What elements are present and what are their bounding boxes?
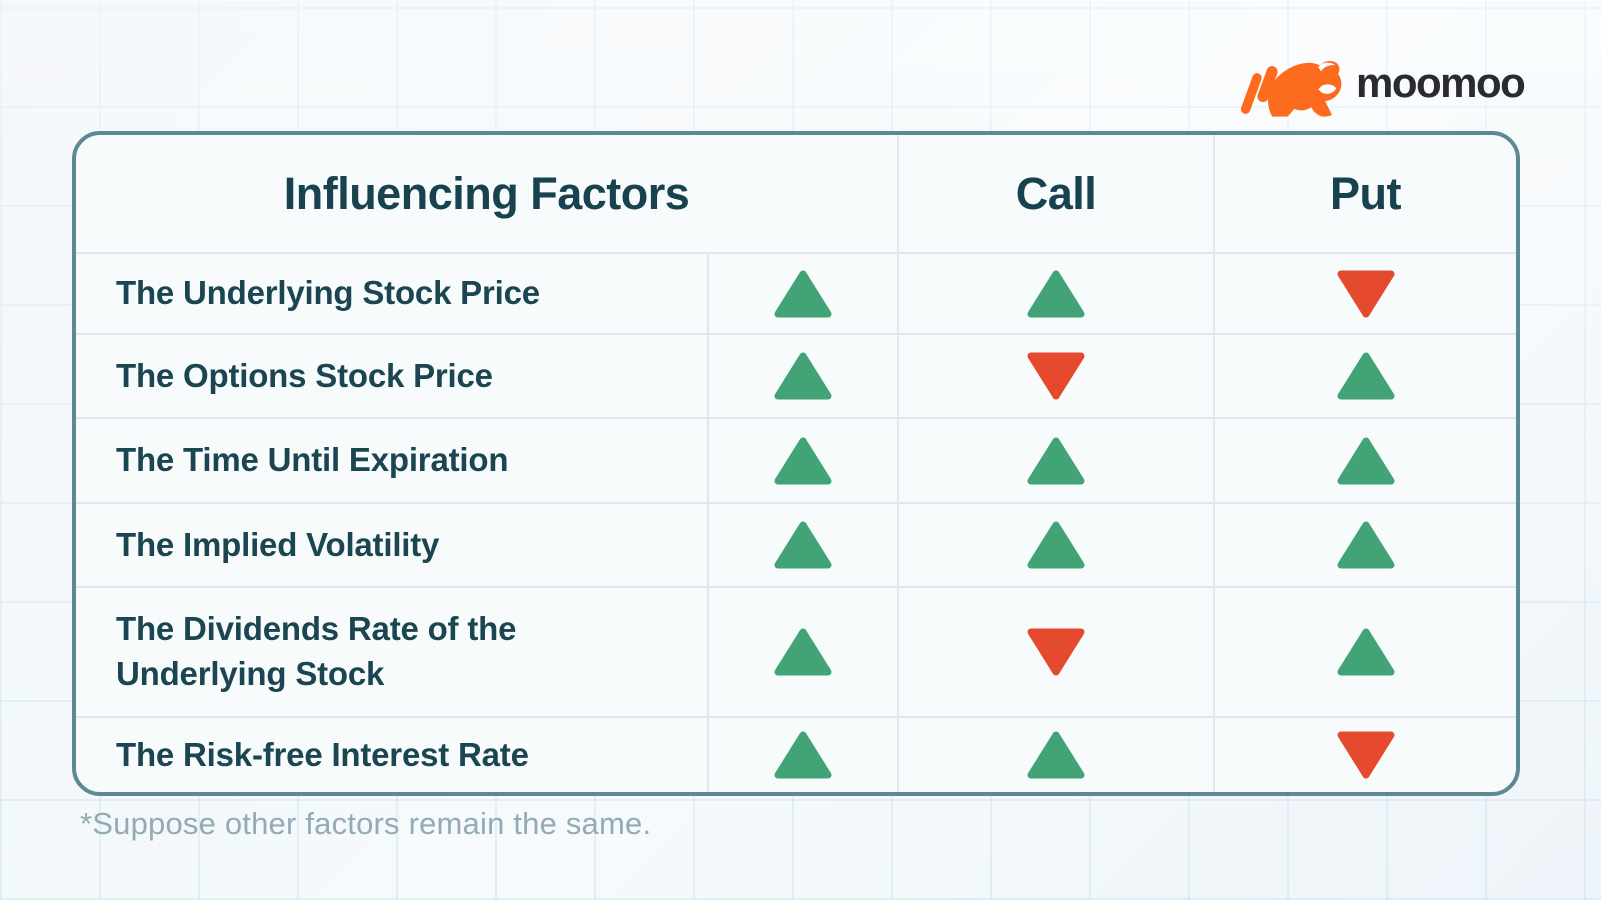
trend-arrow-icon [774,731,832,779]
brand-wordmark: moomoo [1356,59,1526,106]
footnote: *Suppose other factors remain the same. [80,806,652,841]
put-trend-cell [1213,252,1516,333]
trend-arrow-icon [1337,628,1395,676]
header-influencing-factors-label: Influencing Factors [283,167,690,219]
call-trend-cell [897,333,1213,417]
trend-arrow-icon [1027,628,1085,676]
factor-trend-cell [707,502,897,586]
influencing-factors-table: Influencing Factors Call Put The Underly… [72,131,1520,796]
put-trend-cell [1213,716,1516,792]
trend-arrow-icon [1027,521,1085,569]
trend-arrow-icon [774,437,832,485]
trend-arrow-icon [774,628,832,676]
header-call-label: Call [1015,167,1097,219]
trend-arrow-icon [774,352,832,400]
factor-cell: The Dividends Rate of the Underlying Sto… [76,586,707,716]
factor-cell: The Time Until Expiration [76,417,707,502]
trend-arrow-icon [1337,521,1395,569]
header-influencing-factors: Influencing Factors [76,135,897,252]
call-trend-cell [897,252,1213,333]
factor-trend-cell [707,252,897,333]
trend-arrow-icon [774,521,832,569]
factor-trend-cell [707,586,897,716]
factor-cell: The Risk-free Interest Rate [76,716,707,792]
call-trend-cell [897,716,1213,792]
header-put: Put [1213,135,1516,252]
put-trend-cell [1213,417,1516,502]
moomoo-logo: moomoo [1238,50,1526,120]
factor-cell: The Underlying Stock Price [76,252,707,333]
factor-trend-cell [707,333,897,417]
header-call: Call [897,135,1213,252]
factor-trend-cell [707,716,897,792]
trend-arrow-icon [1027,731,1085,779]
moomoo-bull-icon [1240,60,1342,117]
factor-label: The Underlying Stock Price [116,274,540,312]
factor-label: The Time Until Expiration [116,441,509,479]
call-trend-cell [897,502,1213,586]
trend-arrow-icon [1337,352,1395,400]
trend-arrow-icon [1027,270,1085,318]
factor-label: The Dividends Rate of the Underlying Sto… [116,610,517,692]
factor-label: The Risk-free Interest Rate [116,735,529,773]
trend-arrow-icon [1027,352,1085,400]
factor-cell: The Options Stock Price [76,333,707,417]
trend-arrow-icon [1337,437,1395,485]
trend-arrow-icon [1337,731,1395,779]
factor-trend-cell [707,417,897,502]
factor-label: The Options Stock Price [116,356,493,394]
put-trend-cell [1213,502,1516,586]
trend-arrow-icon [1337,270,1395,318]
trend-arrow-icon [774,270,832,318]
factor-label: The Implied Volatility [116,525,440,563]
call-trend-cell [897,586,1213,716]
call-trend-cell [897,417,1213,502]
factor-cell: The Implied Volatility [76,502,707,586]
trend-arrow-icon [1027,437,1085,485]
put-trend-cell [1213,333,1516,417]
header-put-label: Put [1330,167,1402,219]
put-trend-cell [1213,586,1516,716]
